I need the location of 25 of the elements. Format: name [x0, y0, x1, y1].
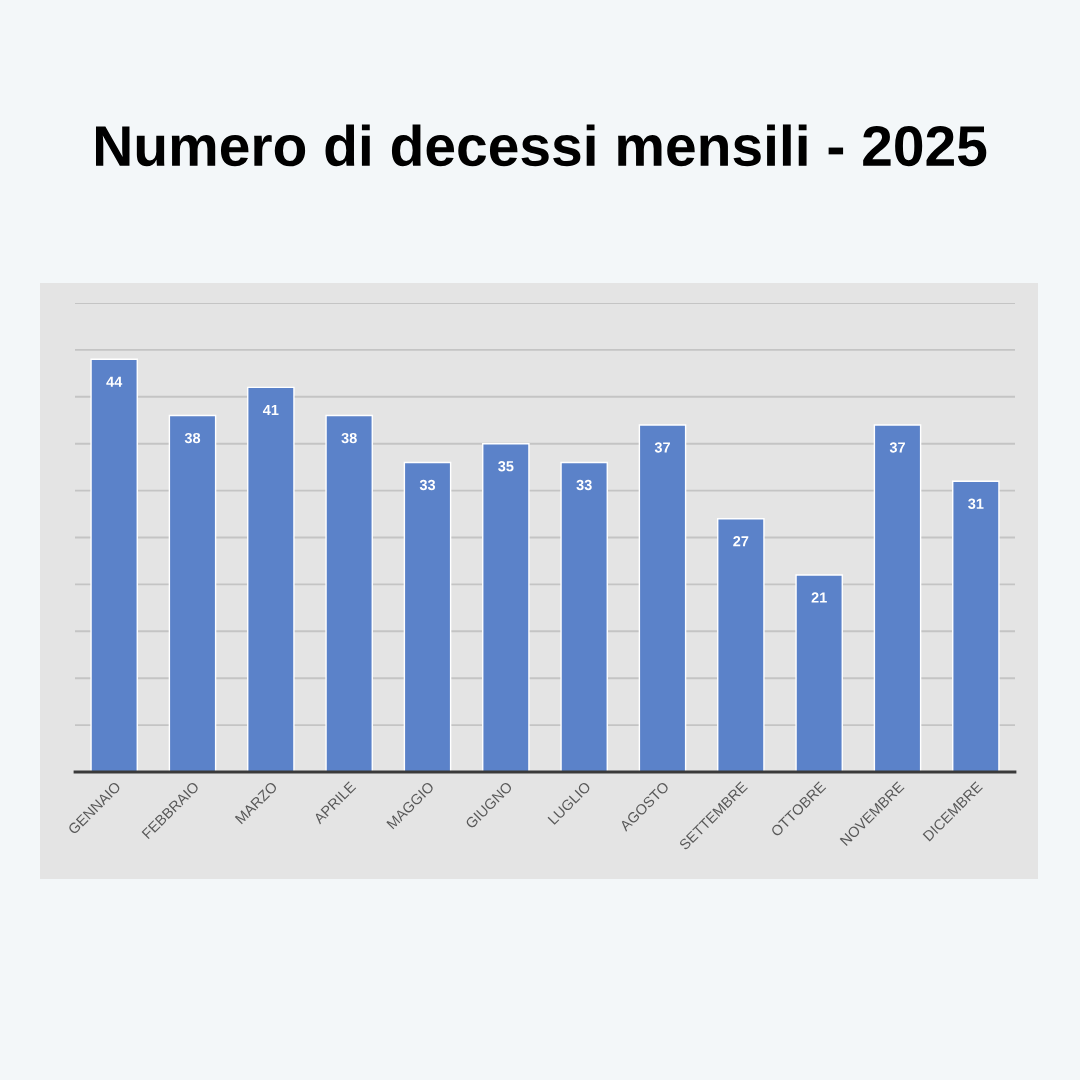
bar — [403, 461, 452, 772]
data-label: 38 — [184, 432, 201, 444]
bar — [560, 461, 608, 772]
data-label: 37 — [654, 442, 670, 453]
bar — [247, 386, 295, 772]
bar — [873, 424, 922, 772]
bar — [482, 443, 530, 772]
data-label: 35 — [498, 461, 514, 472]
bar — [168, 414, 217, 772]
data-label: 33 — [576, 479, 592, 491]
data-label: 41 — [262, 404, 279, 415]
data-label: 21 — [811, 592, 827, 603]
data-label: 33 — [419, 479, 436, 491]
bar — [952, 480, 1000, 772]
bar — [795, 574, 843, 772]
bar — [638, 424, 687, 772]
bar — [90, 358, 138, 772]
data-label: 38 — [341, 432, 357, 444]
bar — [717, 518, 765, 772]
chart-title: Numero di decessi mensili - 2025 — [96, 124, 987, 167]
data-label: 31 — [968, 498, 984, 509]
data-label: 44 — [106, 376, 123, 387]
data-label: 27 — [733, 536, 749, 547]
bar — [325, 414, 373, 772]
data-label: 37 — [889, 442, 905, 453]
